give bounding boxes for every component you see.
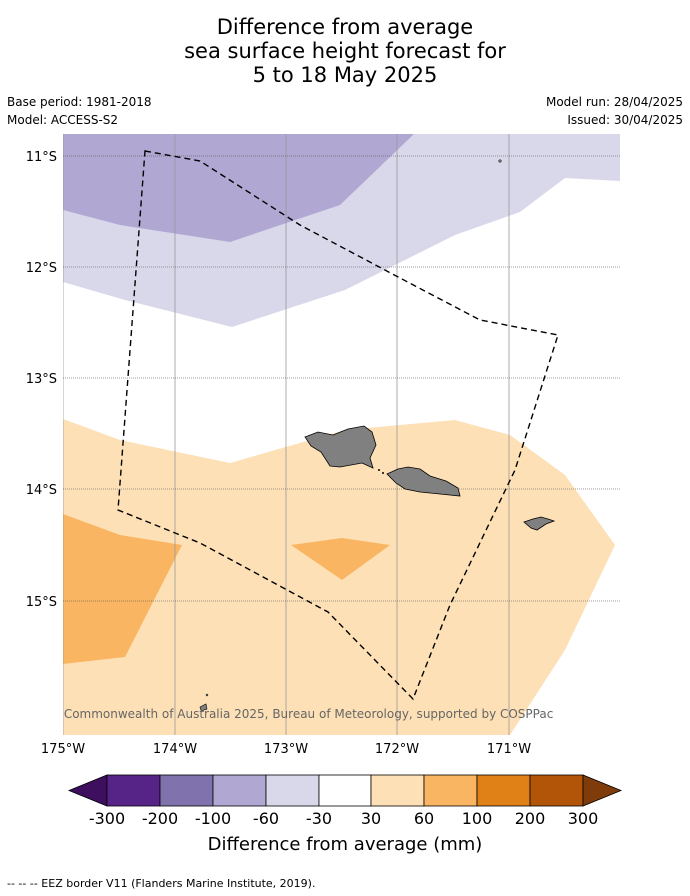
base-period: Base period: 1981-2018 <box>7 95 152 109</box>
island-upolu <box>386 466 461 497</box>
lon-label-173w: 173°W <box>264 742 308 757</box>
model-name: Model: ACCESS-S2 <box>7 113 119 127</box>
eez-border <box>117 150 559 701</box>
colorbar-extend-high <box>582 774 623 807</box>
lat-label-15s: 15°S <box>26 595 57 610</box>
copyright-notice: © Commonwealth of Australia 2025, Bureau… <box>48 707 553 721</box>
colorbar-tick-60: 60 <box>413 809 435 828</box>
lon-label-172w: 172°W <box>375 742 419 757</box>
sea-level-band-60-100-west <box>63 514 182 664</box>
colorbar-segment-minus200-minus100 <box>159 774 214 807</box>
islet-south-2 <box>205 693 209 697</box>
islet-apolima <box>378 469 380 471</box>
islet-manono <box>382 472 384 474</box>
sea-level-band-60-100-central <box>291 538 390 580</box>
colorbar-tick-minus300: -300 <box>88 809 126 828</box>
colorbar-tick-minus100: -100 <box>194 809 232 828</box>
lat-label-12s: 12°S <box>26 261 57 276</box>
colorbar-tick-minus30: -30 <box>305 809 333 828</box>
colorbar-segment-minus300-minus200 <box>106 774 161 807</box>
colorbar-tick-minus60: -60 <box>252 809 280 828</box>
sea-level-band-minus60-minus100 <box>63 134 414 242</box>
colorbar-tick-30: 30 <box>360 809 382 828</box>
lon-label-174w: 174°W <box>153 742 197 757</box>
colorbar-segment-200-300 <box>529 774 584 807</box>
colorbar-tick-100: 100 <box>461 809 493 828</box>
colorbar-segment-100-200 <box>476 774 531 807</box>
lat-label-13s: 13°S <box>26 372 57 387</box>
islet-north <box>498 159 502 163</box>
colorbar-segment-minus100-minus60 <box>212 774 267 807</box>
colorbar-tick-200: 200 <box>514 809 546 828</box>
title-line-1: Difference from average <box>216 15 474 39</box>
colorbar-segment-minus30-30 <box>318 774 372 807</box>
issued-date: Issued: 30/04/2025 <box>567 113 683 127</box>
graticule-meridians <box>63 134 510 735</box>
islet-south <box>199 703 208 712</box>
colorbar-tick-300: 300 <box>567 809 599 828</box>
forecast-map: © Commonwealth of Australia 2025, Bureau… <box>26 134 623 807</box>
island-tutuila <box>523 516 556 531</box>
title-line-2: sea surface height forecast for <box>184 39 506 63</box>
colorbar-segment-minus60-minus30 <box>265 774 320 807</box>
colorbar-tick-minus200: -200 <box>141 809 179 828</box>
colorbar-segment-30-60 <box>370 774 425 807</box>
graticule-parallels <box>63 155 620 602</box>
map-frame: © Commonwealth of Australia 2025, Bureau… <box>48 134 620 735</box>
longitude-labels: 175°W 174°W 173°W 172°W 171°W <box>41 742 531 757</box>
latitude-labels: 11°S 12°S 13°S 14°S 15°S <box>26 150 57 610</box>
colorbar-extend-low <box>67 774 108 807</box>
model-run: Model run: 28/04/2025 <box>545 95 683 109</box>
colorbar-title: Difference from average (mm) <box>207 834 483 855</box>
eez-legend: -- -- -- EEZ border V11 (Flanders Marine… <box>7 877 316 890</box>
title-line-3: 5 to 18 May 2025 <box>252 63 438 87</box>
lat-label-14s: 14°S <box>26 483 57 498</box>
lat-label-11s: 11°S <box>26 150 57 165</box>
lon-label-175w: 175°W <box>41 742 85 757</box>
island-savaii <box>304 425 377 469</box>
colorbar <box>67 774 623 807</box>
lon-label-171w: 171°W <box>487 742 531 757</box>
colorbar-segment-60-100 <box>423 774 478 807</box>
